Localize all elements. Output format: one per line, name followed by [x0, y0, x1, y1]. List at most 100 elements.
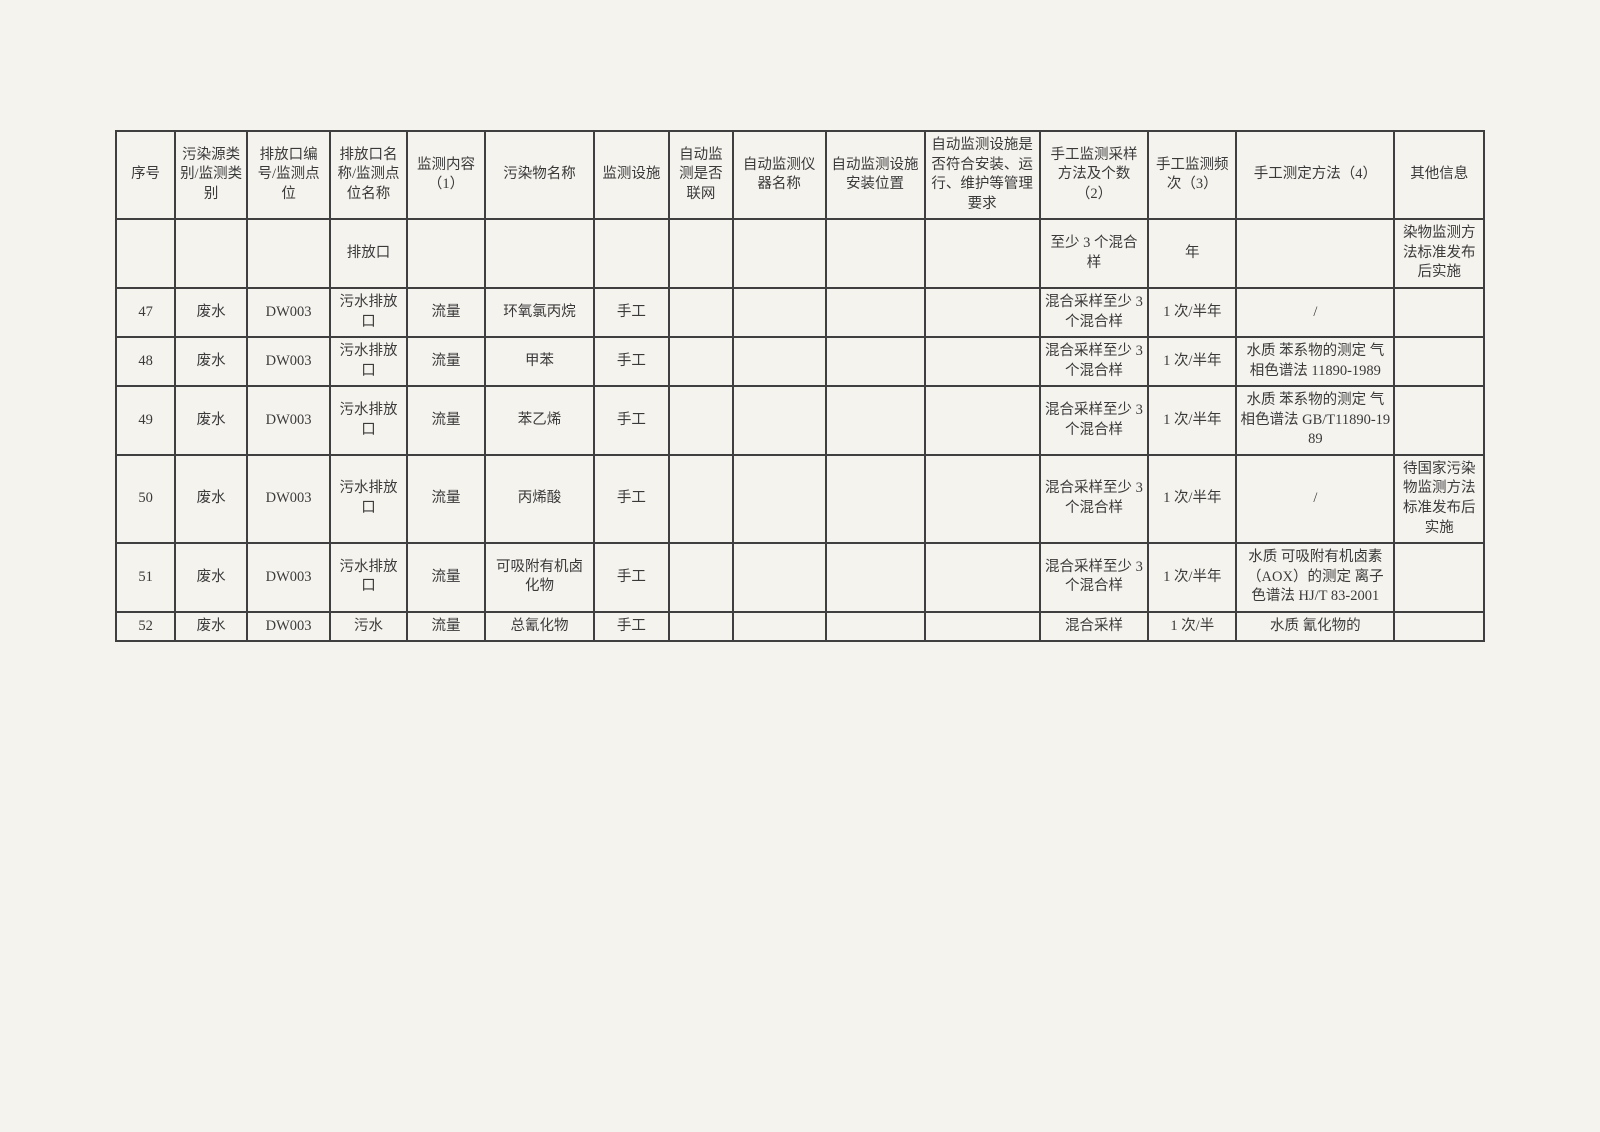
cell-seq: 48: [116, 337, 175, 386]
cell-meth: /: [1236, 455, 1394, 543]
cell-poll: 苯乙烯: [485, 386, 594, 455]
cell-poll: 可吸附有机卤化物: [485, 543, 594, 612]
col-fac: 监测设施: [594, 131, 669, 219]
cell-oname: 污水排放口: [330, 337, 407, 386]
cell-fac: [594, 219, 669, 288]
cell-code: DW003: [247, 288, 330, 337]
col-cat: 污染源类别/监测类别: [175, 131, 247, 219]
cell-aname: [733, 543, 826, 612]
cell-seq: 52: [116, 612, 175, 642]
cell-other: 待国家污染物监测方法标准发布后实施: [1394, 455, 1484, 543]
cell-areq: [925, 455, 1040, 543]
cell-net: [669, 386, 733, 455]
col-areq: 自动监测设施是否符合安装、运行、维护等管理要求: [925, 131, 1040, 219]
cell-poll: [485, 219, 594, 288]
cell-code: DW003: [247, 612, 330, 642]
cell-cat: 废水: [175, 386, 247, 455]
cell-freq: 1 次/半年: [1148, 288, 1236, 337]
cell-apos: [826, 337, 925, 386]
cell-cat: [175, 219, 247, 288]
cell-apos: [826, 455, 925, 543]
cell-mcont: 流量: [407, 543, 485, 612]
cell-fac: 手工: [594, 543, 669, 612]
cell-apos: [826, 288, 925, 337]
cell-apos: [826, 219, 925, 288]
cell-oname: 污水排放口: [330, 543, 407, 612]
cell-poll: 总氰化物: [485, 612, 594, 642]
table-row: 52废水DW003污水流量总氰化物手工 混合采样1 次/半水质 氰化物的: [116, 612, 1484, 642]
cell-net: [669, 612, 733, 642]
table-row: 49废水DW003污水排放口流量苯乙烯手工混合采样至少 3 个混合样1 次/半年…: [116, 386, 1484, 455]
cell-seq: 49: [116, 386, 175, 455]
cell-samp: 混合采样至少 3 个混合样: [1040, 386, 1149, 455]
cell-aname: [733, 337, 826, 386]
col-aname: 自动监测仪器名称: [733, 131, 826, 219]
cell-other: [1394, 386, 1484, 455]
cell-areq: [925, 288, 1040, 337]
col-oname: 排放口名称/监测点位名称: [330, 131, 407, 219]
cell-meth: /: [1236, 288, 1394, 337]
col-samp: 手工监测采样方法及个数（2）: [1040, 131, 1149, 219]
table-row: 48废水DW003污水排放口流量甲苯手工混合采样至少 3 个混合样1 次/半年水…: [116, 337, 1484, 386]
cell-samp: 混合采样至少 3 个混合样: [1040, 543, 1149, 612]
cell-meth: 水质 氰化物的: [1236, 612, 1394, 642]
header-row: 序号 污染源类别/监测类别 排放口编号/监测点位 排放口名称/监测点位名称 监测…: [116, 131, 1484, 219]
col-freq: 手工监测频次（3）: [1148, 131, 1236, 219]
cell-cat: 废水: [175, 612, 247, 642]
cell-net: [669, 219, 733, 288]
cell-other: [1394, 288, 1484, 337]
cell-net: [669, 337, 733, 386]
cell-code: [247, 219, 330, 288]
cell-net: [669, 455, 733, 543]
cell-mcont: 流量: [407, 612, 485, 642]
cell-freq: 1 次/半年: [1148, 386, 1236, 455]
col-mcont: 监测内容（1）: [407, 131, 485, 219]
cell-other: 染物监测方法标准发布后实施: [1394, 219, 1484, 288]
cell-apos: [826, 386, 925, 455]
col-meth: 手工测定方法（4）: [1236, 131, 1394, 219]
cell-cat: 废水: [175, 337, 247, 386]
cell-samp: 混合采样至少 3 个混合样: [1040, 455, 1149, 543]
cell-seq: 47: [116, 288, 175, 337]
cell-aname: [733, 612, 826, 642]
col-seq: 序号: [116, 131, 175, 219]
cell-seq: 50: [116, 455, 175, 543]
cell-apos: [826, 612, 925, 642]
cell-net: [669, 288, 733, 337]
cell-areq: [925, 543, 1040, 612]
cell-code: DW003: [247, 337, 330, 386]
cell-samp: 混合采样: [1040, 612, 1149, 642]
cell-poll: 甲苯: [485, 337, 594, 386]
cell-aname: [733, 219, 826, 288]
cell-fac: 手工: [594, 612, 669, 642]
cell-seq: [116, 219, 175, 288]
table-row: 51废水DW003污水排放口流量可吸附有机卤化物手工混合采样至少 3 个混合样1…: [116, 543, 1484, 612]
cell-areq: [925, 219, 1040, 288]
cell-seq: 51: [116, 543, 175, 612]
cell-areq: [925, 386, 1040, 455]
cell-fac: 手工: [594, 386, 669, 455]
cell-freq: 年: [1148, 219, 1236, 288]
cell-meth: [1236, 219, 1394, 288]
cell-cat: 废水: [175, 288, 247, 337]
table-header: 序号 污染源类别/监测类别 排放口编号/监测点位 排放口名称/监测点位名称 监测…: [116, 131, 1484, 219]
cell-code: DW003: [247, 386, 330, 455]
cell-samp: 混合采样至少 3 个混合样: [1040, 337, 1149, 386]
col-other: 其他信息: [1394, 131, 1484, 219]
table-row: 排放口至少 3 个混合样年染物监测方法标准发布后实施: [116, 219, 1484, 288]
col-net: 自动监测是否联网: [669, 131, 733, 219]
table-row: 47废水DW003污水排放口流量环氧氯丙烷手工混合采样至少 3 个混合样1 次/…: [116, 288, 1484, 337]
cell-oname: 污水: [330, 612, 407, 642]
cell-meth: 水质 可吸附有机卤素（AOX）的测定 离子色谱法 HJ/T 83-2001: [1236, 543, 1394, 612]
cell-meth: 水质 苯系物的测定 气相色谱法 11890-1989: [1236, 337, 1394, 386]
cell-cat: 废水: [175, 455, 247, 543]
cell-net: [669, 543, 733, 612]
cell-other: [1394, 543, 1484, 612]
cell-areq: [925, 337, 1040, 386]
table-body: 排放口至少 3 个混合样年染物监测方法标准发布后实施47废水DW003污水排放口…: [116, 219, 1484, 641]
cell-code: DW003: [247, 455, 330, 543]
cell-oname: 排放口: [330, 219, 407, 288]
cell-fac: 手工: [594, 337, 669, 386]
cell-oname: 污水排放口: [330, 455, 407, 543]
cell-freq: 1 次/半: [1148, 612, 1236, 642]
